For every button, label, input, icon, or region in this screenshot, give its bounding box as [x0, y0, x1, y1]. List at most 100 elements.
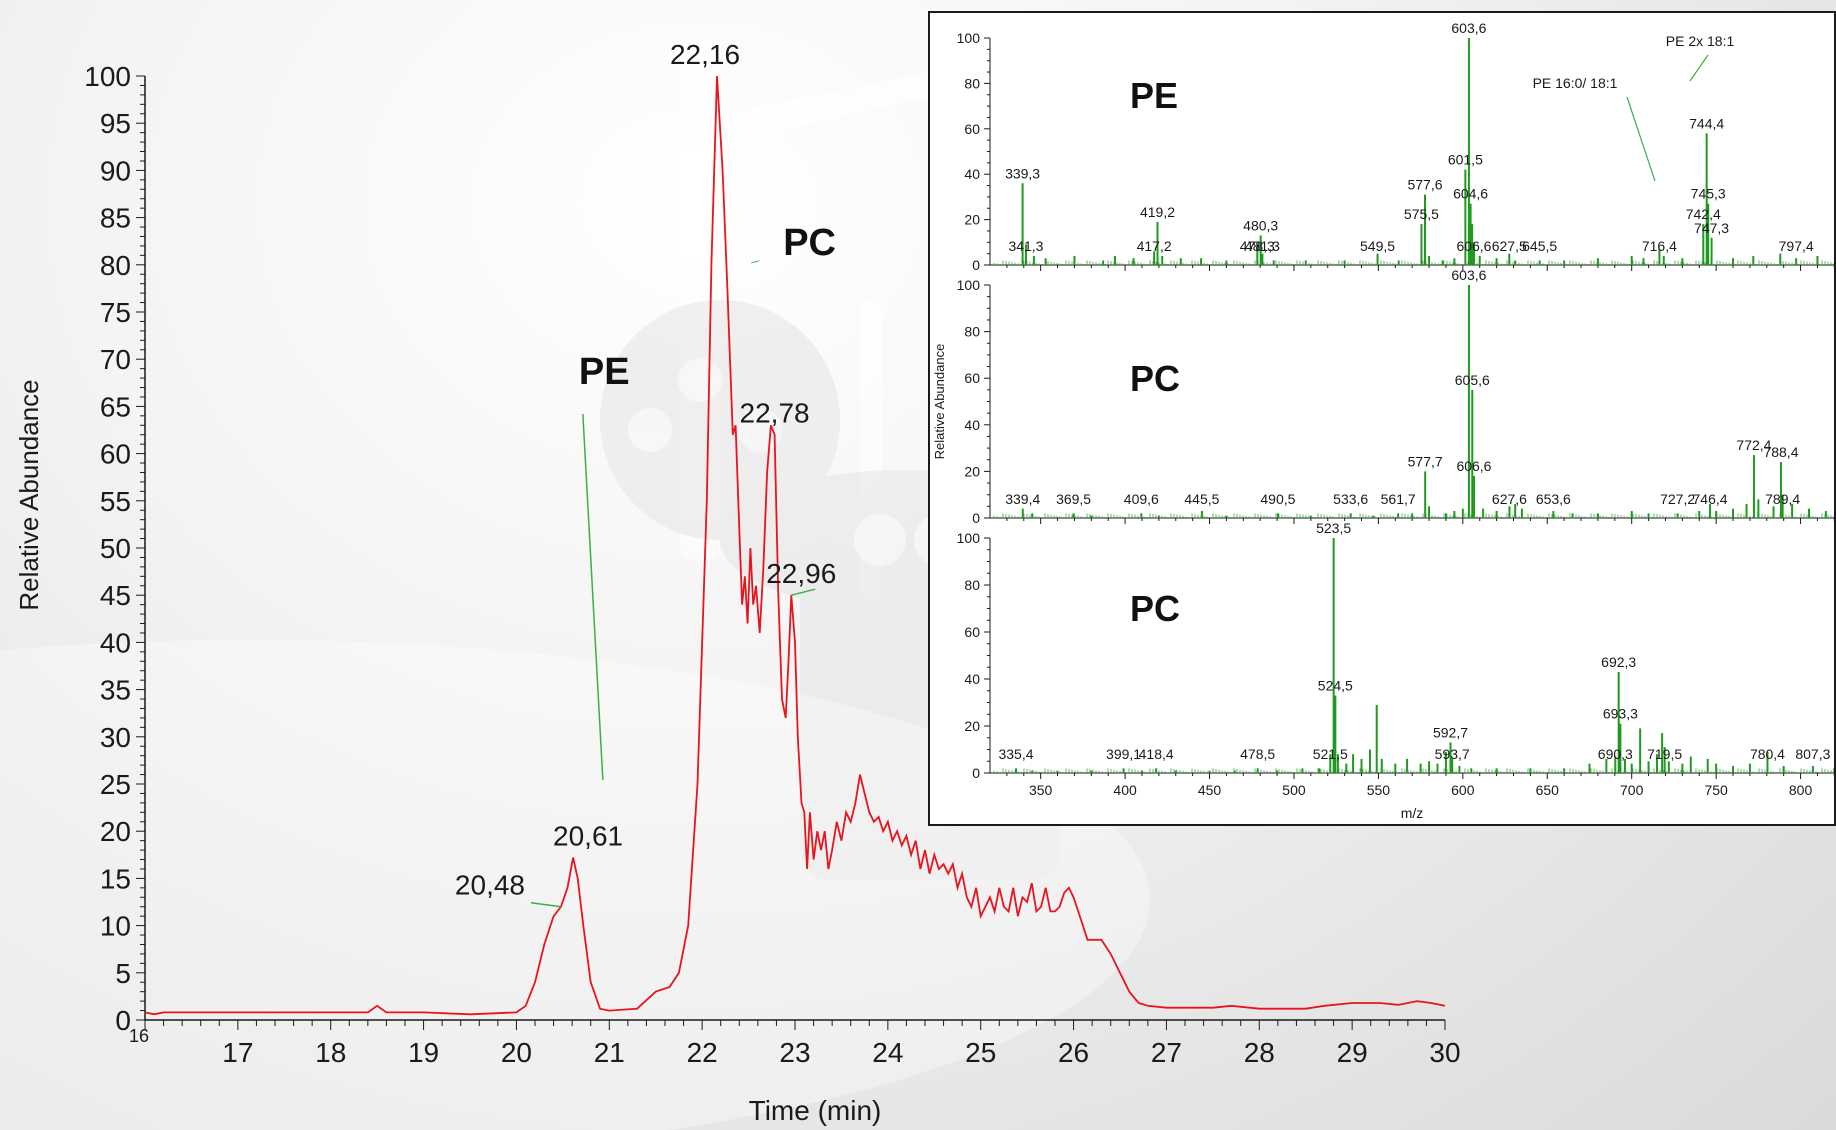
spectrum-peak-label: 478,5 — [1240, 746, 1275, 762]
spectrum-y-tick-label: 0 — [972, 765, 980, 781]
y-tick-label: 40 — [100, 627, 131, 658]
spectrum-x-tick-label: 400 — [1113, 782, 1137, 798]
spectrum-peak-label: 523,5 — [1316, 520, 1351, 536]
annotation-pc: PC — [783, 222, 836, 264]
annotation-leader — [582, 413, 604, 781]
peak-label-leader — [791, 588, 816, 596]
spectrum-peak-label: 693,3 — [1603, 706, 1638, 722]
mass-spectra-chart: 0 20 40 60 80 100 339,3 341,3 417,2 419,2 478,3 480… — [932, 20, 1834, 821]
y-tick-label: 25 — [100, 769, 131, 800]
spectrum-peak-label: 645,5 — [1522, 238, 1557, 254]
spectrum-peak-label: 481,3 — [1245, 238, 1280, 254]
spectrum-y-tick-label: 60 — [964, 624, 980, 640]
peak-label: 20,48 — [455, 870, 525, 901]
spectrum-peak-label: 575,5 — [1404, 206, 1439, 222]
spectrum-peak-label: 561,7 — [1381, 491, 1416, 507]
spectrum-y-tick-label: 80 — [964, 577, 980, 593]
y-tick-label: 80 — [100, 250, 131, 281]
spectrum-peak-label: 445,5 — [1184, 491, 1219, 507]
y-tick-label: 60 — [100, 439, 131, 470]
spectrum-peak-label: 797,4 — [1779, 238, 1814, 254]
spectrum-y-axis-label: Relative Abundance — [932, 344, 947, 460]
spectrum-peak-label: 409,6 — [1124, 491, 1159, 507]
x-tick-label: 23 — [779, 1037, 810, 1068]
spectrum-panel-2: 0 20 40 60 80 100 339,4 369,5 409,6 445,5 490,5 533… — [932, 267, 1834, 526]
peak-label: 22,78 — [740, 398, 810, 429]
spectrum-y-tick-label: 20 — [964, 212, 980, 228]
spectrum-peak-label: 653,6 — [1536, 491, 1571, 507]
y-tick-label: 45 — [100, 580, 131, 611]
y-tick-label: 20 — [100, 816, 131, 847]
peak-label: 22,96 — [766, 558, 836, 589]
spectrum-peak-label: 788,4 — [1763, 444, 1798, 460]
x-tick-label: 29 — [1337, 1037, 1368, 1068]
spectrum-annotation: PE 2x 18:1 — [1666, 33, 1735, 49]
spectrum-peak-label: 419,2 — [1140, 204, 1175, 220]
spectrum-peak-label: 789,4 — [1765, 491, 1800, 507]
spectrum-peak-label: 627,6 — [1492, 491, 1527, 507]
y-tick-label: 30 — [100, 722, 131, 753]
spectrum-peak-label: 606,6 — [1456, 238, 1491, 254]
spectrum-peak-label: 604,6 — [1453, 186, 1488, 202]
y-tick-label: 5 — [115, 958, 131, 989]
spectrum-peak-label: 807,3 — [1795, 746, 1830, 762]
spectrum-x-tick-label: 500 — [1282, 782, 1306, 798]
spectrum-peak-label: 369,5 — [1056, 491, 1091, 507]
mass-spectra-inset: 0 20 40 60 80 100 339,3 341,3 417,2 419,2 478,3 480… — [928, 11, 1836, 826]
y-tick-label: 75 — [100, 297, 131, 328]
spectrum-y-tick-label: 80 — [964, 324, 980, 340]
spectrum-peak-label: 478,3 — [1240, 238, 1275, 254]
spectrum-peak-label: 533,6 — [1333, 491, 1368, 507]
y-axis-label: Relative Abundance — [14, 379, 44, 610]
spectrum-x-tick-label: 550 — [1367, 782, 1391, 798]
spectrum-peak-label: 605,6 — [1455, 372, 1490, 388]
spectrum-x-tick-label: 350 — [1029, 782, 1053, 798]
spectrum-y-tick-label: 40 — [964, 417, 980, 433]
spectrum-y-tick-label: 80 — [964, 75, 980, 91]
spectrum-y-tick-label: 40 — [964, 671, 980, 687]
spectrum-y-tick-label: 0 — [972, 510, 980, 526]
spectrum-title: PC — [1130, 358, 1180, 399]
annotation-leader — [1689, 54, 1709, 82]
spectrum-peak-label: 577,6 — [1407, 177, 1442, 193]
spectrum-peak-label: 603,6 — [1451, 267, 1486, 283]
spectrum-peak-label: 593,7 — [1435, 746, 1470, 762]
spectrum-peak-label: 742,4 — [1686, 206, 1721, 222]
x-tick-label: 22 — [687, 1037, 718, 1068]
spectrum-peak-label: 592,7 — [1433, 724, 1468, 740]
x-tick-label: 18 — [315, 1037, 346, 1068]
annotation-leader — [1626, 96, 1656, 182]
spectrum-annotation: PE 16:0/ 18:1 — [1533, 75, 1618, 91]
y-tick-label: 85 — [100, 203, 131, 234]
y-tick-label: 35 — [100, 675, 131, 706]
spectrum-peak-label: 780,4 — [1750, 746, 1785, 762]
spectrum-peak-label: 480,3 — [1243, 217, 1278, 233]
spectrum-x-tick-label: 650 — [1536, 782, 1560, 798]
x-tick-label: 24 — [872, 1037, 903, 1068]
spectrum-panel-1: 0 20 40 60 80 100 339,3 341,3 417,2 419,2 478,3 480… — [957, 20, 1834, 273]
spectrum-peak-label: 335,4 — [998, 746, 1033, 762]
spectrum-y-tick-label: 100 — [957, 277, 981, 293]
y-tick-label: 100 — [84, 61, 131, 92]
x-axis-label: Time (min) — [749, 1095, 882, 1126]
x-tick-label: 19 — [408, 1037, 439, 1068]
spectrum-peak-label: 577,7 — [1408, 453, 1443, 469]
spectrum-peak-label: 747,3 — [1694, 220, 1729, 236]
spectrum-peak-label: 716,4 — [1642, 238, 1677, 254]
chromatogram-trace — [144, 75, 1446, 1016]
y-tick-label: 65 — [100, 391, 131, 422]
spectrum-y-tick-label: 20 — [964, 718, 980, 734]
spectrum-title: PC — [1130, 588, 1180, 629]
spectrum-y-tick-label: 0 — [972, 257, 980, 273]
x-tick-label: 20 — [501, 1037, 532, 1068]
spectrum-peak-label: 719,5 — [1647, 746, 1682, 762]
spectrum-peak-label: 399,1 — [1106, 746, 1141, 762]
spectrum-peak-label: 524,5 — [1318, 677, 1353, 693]
spectrum-peak-label: 521,5 — [1313, 746, 1348, 762]
x-tick-label: 25 — [965, 1037, 996, 1068]
annotation-pe: PE — [579, 351, 630, 393]
peak-label: 20,61 — [553, 821, 623, 852]
chromatogram-labels: 22,16 22,78 22,96 20,61 20,48 PC PE — [455, 39, 836, 908]
y-tick-label: 0 — [115, 1005, 131, 1036]
